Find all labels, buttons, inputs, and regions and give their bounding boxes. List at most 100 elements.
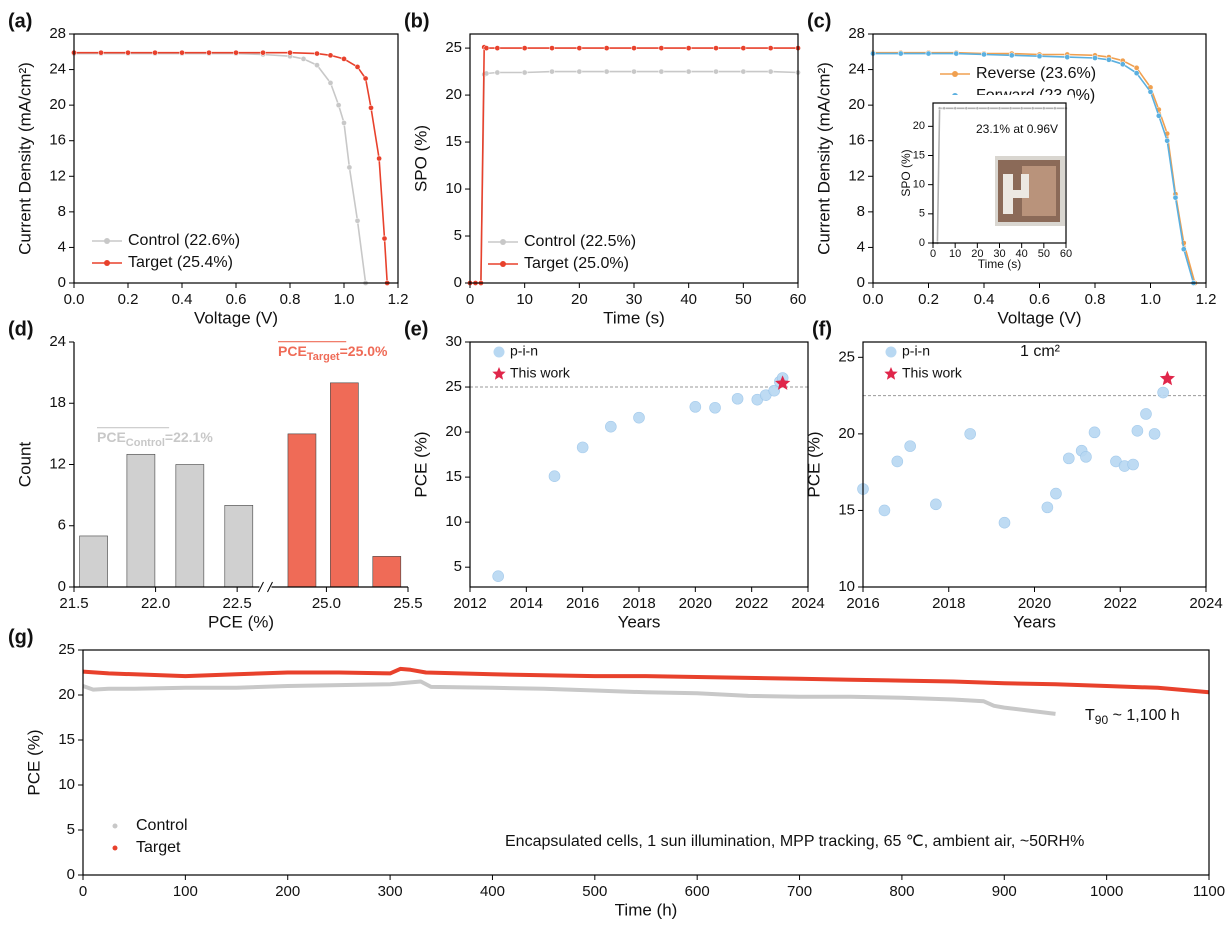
y-tick-label: 15 xyxy=(58,731,75,748)
y-tick-label: 25 xyxy=(445,378,462,395)
y-tick-label: 20 xyxy=(445,86,462,103)
y-tick-label: 10 xyxy=(58,776,75,793)
y-tick-label: 0 xyxy=(58,274,66,291)
x-axis-label: Time (s) xyxy=(603,308,665,327)
x-tick-label: 1.0 xyxy=(1140,291,1161,308)
y-tick-label: 10 xyxy=(445,513,462,530)
annotation-text-after: =22.1% xyxy=(165,429,213,445)
scatter-point xyxy=(1088,426,1101,439)
scatter-point xyxy=(689,401,702,413)
data-point xyxy=(937,106,942,110)
y-tick-label: 15 xyxy=(445,133,462,150)
x-tick-label: 1000 xyxy=(1090,883,1123,900)
y-tick-label: 6 xyxy=(58,517,66,534)
plot-frame xyxy=(82,649,1210,876)
data-point xyxy=(1119,61,1126,68)
scatter-point xyxy=(998,516,1011,529)
x-tick-label: 300 xyxy=(378,883,403,900)
legend-marker xyxy=(952,71,958,77)
star-point xyxy=(1159,370,1175,386)
y-tick-label: 10 xyxy=(913,179,925,191)
data-point xyxy=(986,106,991,110)
data-point xyxy=(1008,106,1013,110)
x-tick-label: 1.2 xyxy=(1196,291,1217,308)
data-point xyxy=(631,68,637,75)
legend-marker xyxy=(104,260,110,266)
star-point xyxy=(775,375,791,390)
y-axis-label: Current Density (mA/cm²) xyxy=(814,62,833,255)
y-tick-label: 24 xyxy=(49,333,66,350)
x-tick-label: 2024 xyxy=(791,595,824,612)
data-point xyxy=(327,80,334,86)
x-tick-label: 1.2 xyxy=(388,291,409,308)
legend-label: Target (25.4%) xyxy=(128,254,233,271)
panel: 2016 2018 2020 2022 2024 10 15 20 25 (f) Years PCE … xyxy=(804,318,1222,631)
x-axis-label: Time (s) xyxy=(978,257,1022,271)
scatter-point xyxy=(1063,452,1075,465)
legend-label: Control xyxy=(136,817,188,834)
data-point xyxy=(1147,88,1154,95)
legend-label: p-i-n xyxy=(510,343,538,359)
legend-marker xyxy=(492,367,506,380)
scatter-point xyxy=(1041,501,1054,514)
data-point xyxy=(658,68,665,75)
x-tick-label: 800 xyxy=(889,883,914,900)
scatter-point xyxy=(492,570,504,582)
y-tick-label: 4 xyxy=(857,238,865,255)
scatter-point xyxy=(633,411,645,424)
y-tick-label: 12 xyxy=(49,455,66,472)
x-tick-label: 20 xyxy=(571,291,588,308)
scatter-point xyxy=(576,441,589,454)
legend-label: Target xyxy=(136,839,181,856)
x-tick-label: 1100 xyxy=(1193,883,1225,900)
scatter-point xyxy=(731,392,744,405)
scatter-point xyxy=(1080,451,1092,463)
x-tick-label: 700 xyxy=(787,883,812,900)
data-point xyxy=(740,45,747,51)
y-tick-label: 5 xyxy=(67,821,75,838)
data-point xyxy=(483,45,490,51)
data-point xyxy=(1155,112,1162,119)
data-point xyxy=(494,45,501,51)
data-point xyxy=(576,45,583,51)
x-tick-label: 0.8 xyxy=(280,291,301,308)
y-tick-label: 5 xyxy=(454,558,462,575)
y-tick-label: 30 xyxy=(445,333,462,350)
bar xyxy=(287,433,317,588)
data-point xyxy=(1036,53,1043,60)
data-line xyxy=(873,51,1196,284)
panel-label: (e) xyxy=(404,318,428,340)
axis-break-gap xyxy=(259,583,272,591)
legend-marker xyxy=(493,346,505,358)
annotation-text: PCE xyxy=(97,429,126,445)
scatter-point xyxy=(1127,458,1139,471)
x-tick-label: 2020 xyxy=(1018,595,1051,612)
scatter-point xyxy=(709,401,721,414)
data-point xyxy=(314,50,320,57)
data-point xyxy=(1180,246,1187,253)
data-point xyxy=(1133,64,1140,71)
legend-marker xyxy=(112,845,118,851)
data-point xyxy=(233,49,239,56)
y-tick-label: 12 xyxy=(848,167,865,184)
x-tick-label: 0.4 xyxy=(172,291,193,308)
x-tick-label: 0.8 xyxy=(1085,291,1106,308)
x-tick-label: 2016 xyxy=(846,595,879,612)
x-tick-label: 25.0 xyxy=(312,595,341,612)
y-axis-label: SPO (%) xyxy=(411,125,430,192)
x-tick-label: 0.0 xyxy=(863,291,884,308)
scatter-point xyxy=(964,428,976,440)
x-tick-label: 10 xyxy=(516,291,533,308)
y-tick-label: 15 xyxy=(445,468,462,485)
y-tick-label: 5 xyxy=(919,208,925,220)
scatter-point xyxy=(1140,408,1152,420)
data-point xyxy=(576,68,583,75)
panels: 0.0 0.2 0.4 0.6 0.8 1.0 1.20481216202428(a)Vol… xyxy=(8,10,1225,919)
x-tick-label: 2018 xyxy=(622,595,655,612)
bar xyxy=(126,453,156,588)
data-point xyxy=(603,68,610,75)
legend-marker xyxy=(104,238,110,244)
panel: 0.0 0.2 0.4 0.6 0.8 1.0 1.2 0 4 8 12 16 20 24 28 (a) Vol… xyxy=(8,10,408,327)
data-point xyxy=(521,45,528,51)
